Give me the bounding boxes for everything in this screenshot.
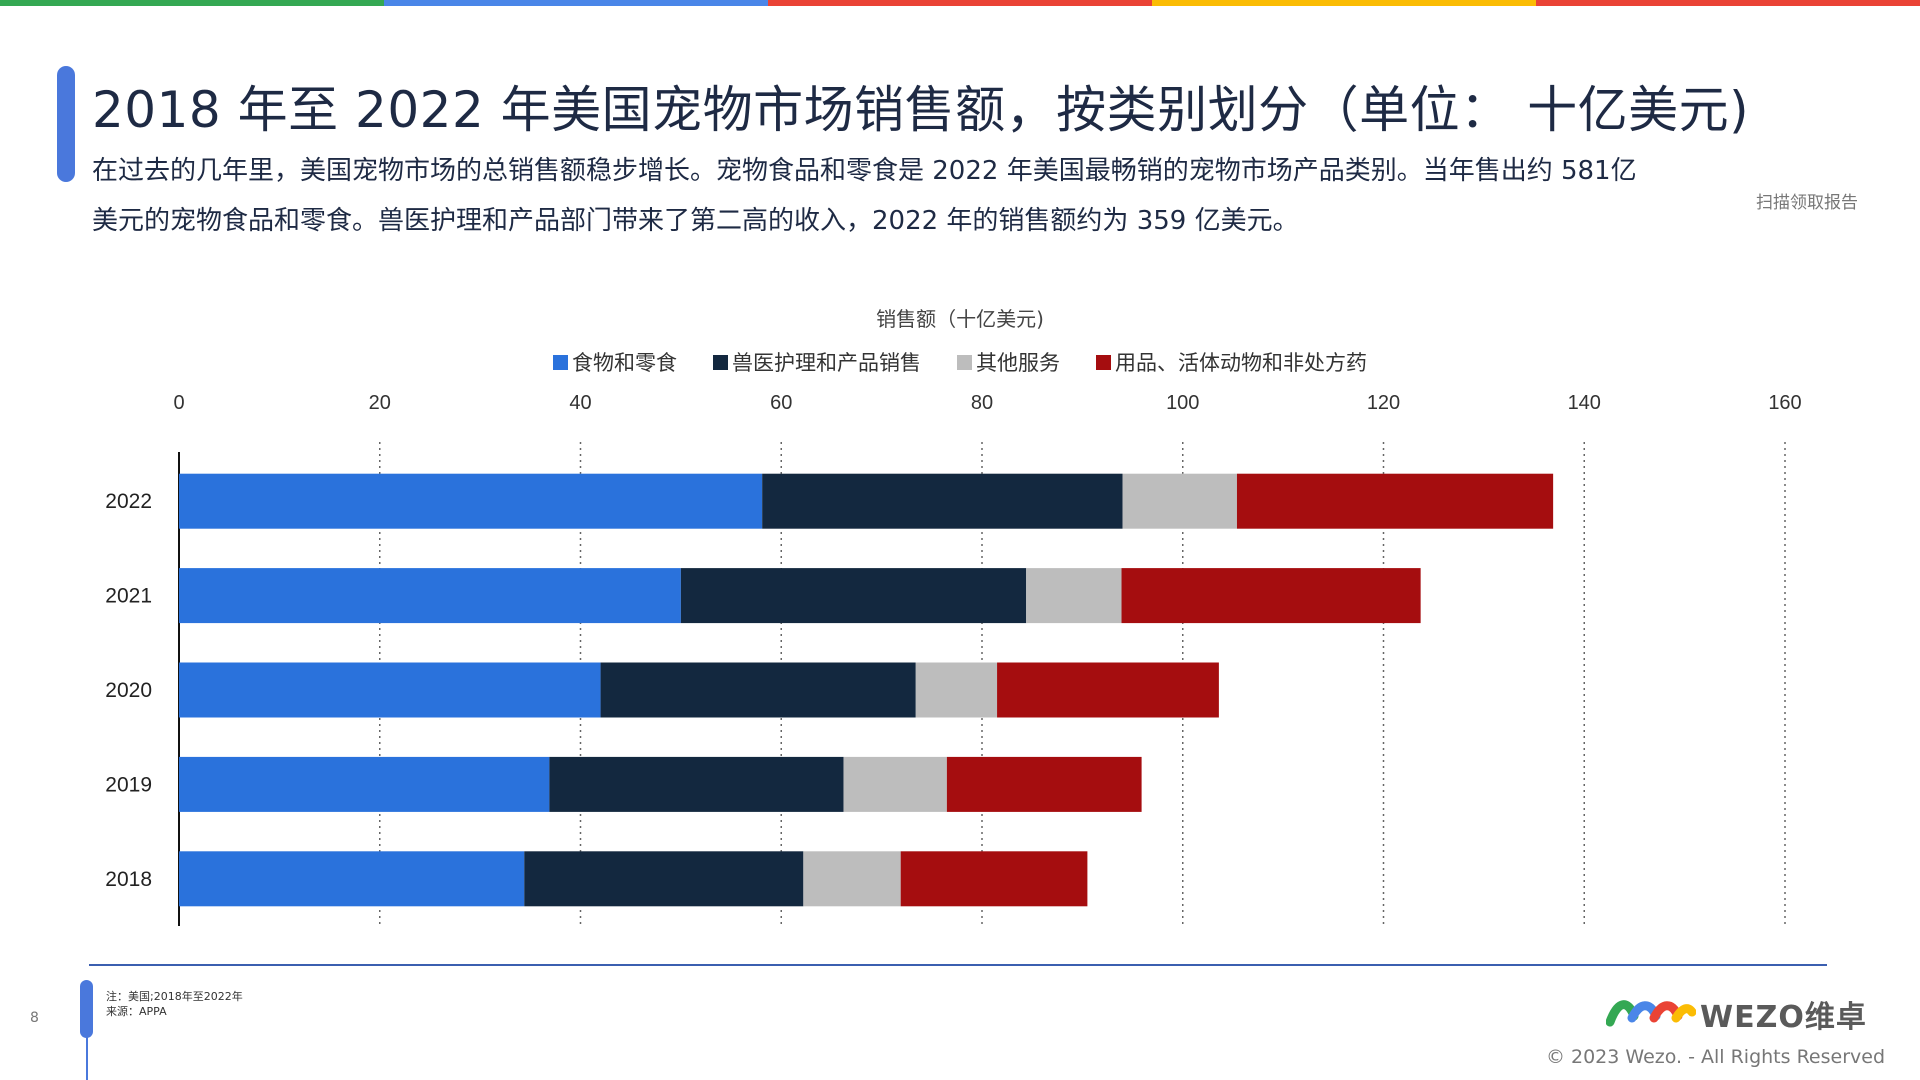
bar-segment [1121, 568, 1421, 624]
bar-segment [549, 756, 844, 812]
legend-label: 兽医护理和产品销售 [732, 351, 921, 375]
legend-swatch [713, 354, 728, 370]
legend-swatch [553, 354, 568, 370]
page-title: 2018 年至 2022 年美国宠物市场销售额，按类别划分（单位： 十亿美元) [92, 81, 1750, 139]
chart-legend: 食物和零食 兽医护理和产品销售 其他服务 用品、活体动物和非处方药 [0, 347, 1920, 377]
bar-segment [1122, 473, 1237, 529]
bar-segment [915, 662, 998, 718]
chart-title: 销售额（十亿美元) [876, 307, 1044, 331]
bar-segment [600, 662, 916, 718]
legend-label: 用品、活体动物和非处方药 [1115, 351, 1367, 375]
bar-segment [179, 568, 681, 624]
title-accent-bar [57, 66, 75, 182]
bar-segment [179, 756, 550, 812]
legend-item-supplies: 用品、活体动物和非处方药 [1096, 347, 1367, 377]
scan-report-note: 扫描领取报告 [1756, 193, 1858, 213]
footnote-note: 注：美国;2018年至2022年 [106, 990, 243, 1003]
y-tick-label: 2021 [105, 585, 152, 608]
bar-segment [762, 473, 1123, 529]
wezo-logo-text: WEZO维卓 [1700, 1000, 1867, 1035]
legend-item-food: 食物和零食 [553, 347, 677, 377]
legend-swatch [957, 354, 972, 370]
y-tick-label: 2018 [105, 868, 152, 891]
page-number: 8 [30, 1010, 39, 1026]
footnotes: 注：美国;2018年至2022年 来源：APPA [106, 989, 243, 1019]
footnote-source: 来源：APPA [106, 1005, 167, 1018]
bar-segment [803, 851, 901, 907]
legend-swatch [1096, 354, 1111, 370]
legend-item-vet: 兽医护理和产品销售 [713, 347, 921, 377]
legend-item-other-services: 其他服务 [957, 347, 1060, 377]
x-tick-label: 80 [971, 392, 993, 414]
x-tick-label: 0 [173, 392, 184, 414]
footer-accent-bar [80, 980, 93, 1038]
x-tick-label: 120 [1367, 392, 1400, 414]
topbar-segment-2 [384, 0, 768, 6]
y-tick-label: 2020 [105, 679, 152, 702]
x-tick-label: 140 [1568, 392, 1601, 414]
bar-segment [179, 473, 763, 529]
y-tick-label: 2019 [105, 773, 152, 796]
bar-segment [997, 662, 1219, 718]
topbar-segment-3 [768, 0, 1152, 6]
wezo-logo: WEZO维卓 [1606, 992, 1867, 1036]
bar-segment [524, 851, 804, 907]
bar-segment [179, 851, 525, 907]
stacked-bar-chart: 0 20 40 60 80 100 120 140 160 2022 2021 2020 2019 201… [105, 392, 1802, 926]
x-tick-label: 100 [1166, 392, 1199, 414]
wezo-logo-icon [1606, 1000, 1696, 1027]
y-tick-label: 2022 [105, 490, 152, 513]
bar-segment [900, 851, 1088, 907]
x-tick-label: 20 [369, 392, 391, 414]
footer-divider [89, 964, 1827, 966]
bar-segment [680, 568, 1027, 624]
x-tick-label: 40 [569, 392, 591, 414]
legend-label: 食物和零食 [572, 351, 677, 375]
legend-label: 其他服务 [976, 351, 1060, 375]
top-color-bar [0, 0, 1920, 6]
bar-segment [1236, 473, 1554, 529]
bar-segment [843, 756, 947, 812]
page-description: 在过去的几年里，美国宠物市场的总销售额稳步增长。宠物食品和零食是 2022 年美… [92, 156, 1637, 236]
x-tick-label: 160 [1768, 392, 1801, 414]
topbar-segment-1 [0, 0, 384, 6]
copyright-text: © 2023 Wezo. - All Rights Reserved [1545, 1046, 1885, 1068]
topbar-segment-4 [1152, 0, 1536, 6]
bar-segment [179, 662, 601, 718]
footer-accent-line [86, 1036, 88, 1080]
bar-segment [946, 756, 1142, 812]
bar-segment [1026, 568, 1122, 624]
topbar-segment-5 [1536, 0, 1920, 6]
x-tick-label: 60 [770, 392, 792, 414]
